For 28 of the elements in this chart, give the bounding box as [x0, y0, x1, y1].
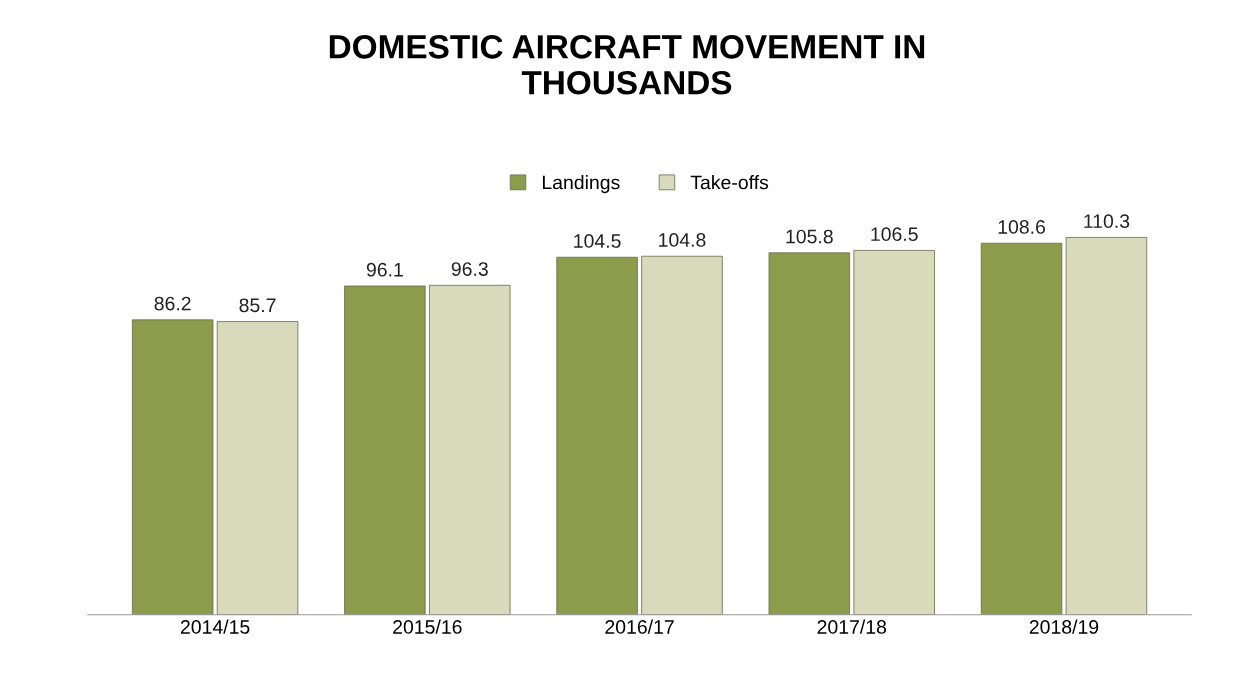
- legend-label: Take-offs: [690, 175, 769, 190]
- x-tick-label: 2017/18: [817, 619, 887, 634]
- x-tick-label: 2018/19: [1029, 619, 1099, 634]
- bar: [344, 285, 426, 615]
- data-label: 106.5: [871, 227, 918, 242]
- data-label: 85.7: [239, 298, 276, 313]
- x-tick-label: 2015/16: [393, 619, 462, 634]
- data-label: 110.3: [1084, 214, 1130, 229]
- bar: [556, 256, 638, 615]
- data-label: 108.6: [998, 220, 1045, 234]
- data-label: 104.5: [574, 234, 621, 248]
- data-label: 96.3: [451, 262, 488, 276]
- bar: [768, 252, 851, 615]
- chart-title: DOMESTIC AIRCRAFT MOVEMENT IN THOUSANDS: [329, 35, 925, 95]
- bar: [131, 319, 214, 615]
- data-label: 104.8: [659, 233, 706, 247]
- x-tick-label: 2016/17: [605, 619, 674, 634]
- bar: [853, 250, 935, 615]
- bar: [1065, 237, 1148, 615]
- bar: [980, 242, 1063, 615]
- bar: [216, 321, 299, 615]
- bar: [641, 255, 723, 615]
- x-tick-label: 2014/15: [180, 619, 250, 634]
- data-label: 96.1: [366, 262, 403, 277]
- data-label: 105.8: [786, 229, 833, 244]
- bar: [429, 284, 511, 615]
- data-label: 86.2: [154, 296, 191, 311]
- legend-label: Landings: [542, 175, 620, 194]
